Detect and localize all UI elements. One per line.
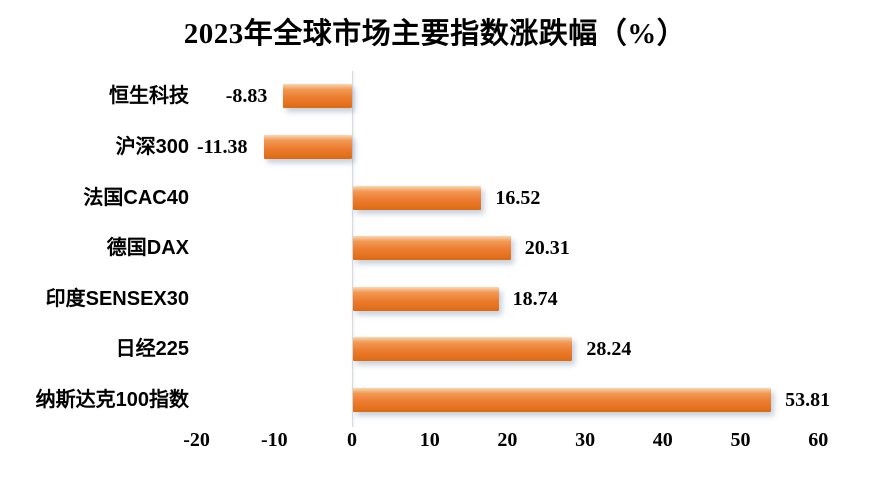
x-axis-tick-label: 50: [730, 429, 751, 451]
category-label: 纳斯达克100指数: [35, 388, 189, 411]
x-axis-tick-label: 60: [808, 429, 829, 451]
value-label: 18.74: [512, 287, 558, 310]
bar-positive: [353, 286, 499, 311]
value-label: 20.31: [524, 237, 570, 260]
zero-axis-line: [352, 71, 353, 428]
value-label: -11.38: [197, 135, 248, 158]
bar-positive: [353, 185, 482, 210]
chart-title: 2023年全球市场主要指数涨跌幅（%）: [183, 18, 687, 50]
category-label: 恒生科技: [109, 85, 189, 108]
bar-negative: [283, 84, 352, 109]
category-label: 法国CAC40: [83, 186, 189, 209]
category-label: 沪深300: [115, 135, 189, 158]
bar-positive: [353, 337, 573, 362]
value-label: 28.24: [586, 338, 632, 361]
bar-positive: [353, 236, 511, 261]
category-label: 日经225: [115, 338, 189, 361]
x-axis-tick-label: 10: [419, 429, 440, 451]
x-axis-tick-label: 40: [652, 429, 673, 451]
x-axis-tick-label: -10: [260, 429, 288, 451]
bar-negative: [263, 134, 352, 159]
category-label: 印度SENSEX30: [45, 287, 189, 310]
category-label: 德国DAX: [106, 237, 189, 260]
x-axis-tick-label: 0: [347, 429, 357, 451]
value-label: -8.83: [225, 85, 268, 108]
x-axis-tick-label: 30: [575, 429, 596, 451]
bar-positive: [353, 387, 772, 412]
x-axis-tick-label: 20: [497, 429, 518, 451]
value-label: 16.52: [495, 186, 541, 209]
value-label: 53.81: [785, 388, 831, 411]
x-axis-tick-label: -20: [183, 429, 210, 451]
